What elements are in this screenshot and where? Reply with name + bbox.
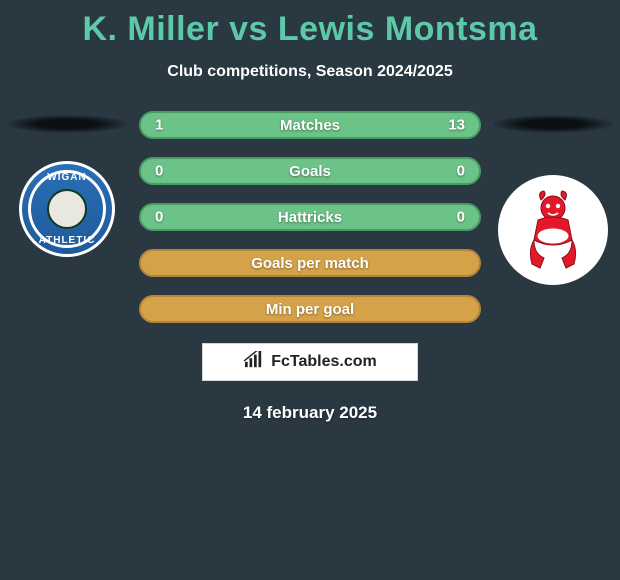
badge-text-bottom: ATHLETIC (22, 235, 112, 246)
stat-left-value: 0 (155, 209, 163, 226)
stat-right-value: 0 (457, 163, 465, 180)
brand-text: FcTables.com (271, 353, 377, 371)
right-player-column (493, 111, 613, 285)
stat-right-value: 13 (448, 117, 465, 134)
stat-left-value: 1 (155, 117, 163, 134)
left-club-badge: WIGAN ATHLETIC (19, 161, 115, 257)
stat-label: Goals per match (251, 255, 369, 272)
stat-bar-matches: 1 Matches 13 (139, 111, 481, 139)
badge-text-top: WIGAN (22, 172, 112, 183)
player-shadow-right (493, 115, 613, 133)
page-title: K. Miller vs Lewis Montsma (0, 0, 620, 49)
stat-bars: 1 Matches 13 0 Goals 0 0 Hattricks 0 Goa… (139, 111, 481, 323)
stat-right-value: 0 (457, 209, 465, 226)
stat-bar-hattricks: 0 Hattricks 0 (139, 203, 481, 231)
imp-figure-icon (518, 195, 588, 265)
bar-chart-icon (243, 351, 265, 374)
generation-date: 14 february 2025 (0, 403, 620, 423)
left-player-column: WIGAN ATHLETIC (7, 111, 127, 257)
stat-bar-goals: 0 Goals 0 (139, 157, 481, 185)
stat-label: Goals (289, 163, 331, 180)
page-subtitle: Club competitions, Season 2024/2025 (0, 63, 620, 81)
stat-bar-goals-per-match: Goals per match (139, 249, 481, 277)
brand-attribution: FcTables.com (202, 343, 418, 381)
stat-label: Matches (280, 117, 340, 134)
stat-label: Hattricks (278, 209, 342, 226)
stat-label: Min per goal (266, 301, 354, 318)
player-shadow-left (7, 115, 127, 133)
right-club-badge (498, 175, 608, 285)
stat-left-value: 0 (155, 163, 163, 180)
stat-bar-min-per-goal: Min per goal (139, 295, 481, 323)
comparison-row: WIGAN ATHLETIC 1 Matches 13 0 Goals 0 0 … (0, 111, 620, 323)
